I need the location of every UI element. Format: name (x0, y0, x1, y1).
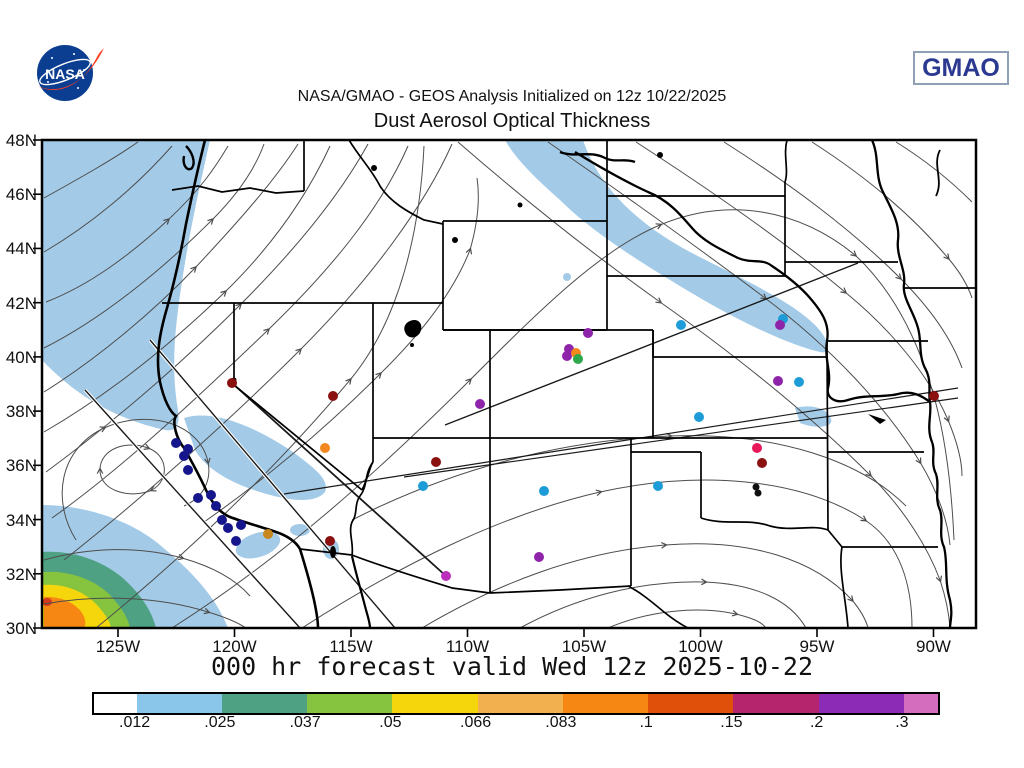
colorbar-segment (94, 694, 137, 713)
station-dot (171, 438, 181, 448)
station-dot (653, 481, 663, 491)
colorbar-label-.083: .083 (545, 714, 577, 731)
colorbar-segment (648, 694, 734, 713)
colorbar-segment (903, 694, 938, 713)
station-dot (183, 465, 193, 475)
station-dot (328, 391, 338, 401)
colorbar-segment (136, 694, 222, 713)
colorbar-label-.066: .066 (460, 714, 492, 731)
colorbar-label-.037: .037 (289, 714, 321, 731)
station-dot (583, 328, 593, 338)
lat-label-30N: 30N (5, 619, 37, 638)
colorbar-label-.2: .2 (809, 714, 824, 731)
station-dot (263, 529, 273, 539)
station-dot (231, 536, 241, 546)
page-title: Dust Aerosol Optical Thickness (373, 110, 651, 132)
lon-label-90W: 90W (916, 637, 951, 656)
station-dot (757, 458, 767, 468)
station-dot (211, 501, 221, 511)
station-dot (752, 483, 760, 491)
colorbar-segment (733, 694, 819, 713)
colorbar-segment (818, 694, 904, 713)
aot-colorbar (92, 692, 940, 715)
colorbar-segment (221, 694, 308, 713)
lat-label-42N: 42N (5, 293, 37, 313)
lat-label-34N: 34N (5, 510, 37, 530)
colorbar-segment (562, 694, 649, 713)
lat-label-48N: 48N (5, 131, 37, 150)
colorbar-label-.025: .025 (204, 714, 236, 731)
station-dot (320, 443, 330, 453)
station-dot (794, 377, 804, 387)
axis-ticks (33, 139, 935, 637)
station-dot (193, 493, 203, 503)
map-frame (40, 138, 978, 630)
lat-label-36N: 36N (5, 456, 37, 476)
station-dot (223, 523, 233, 533)
station-dot (773, 376, 783, 386)
station-dot (694, 412, 704, 422)
lon-label-120W: 120W (212, 637, 257, 656)
colorbar-label-.15: .15 (720, 714, 743, 731)
station-dot (179, 451, 189, 461)
coastline-borders (156, 140, 976, 628)
station-dot (217, 515, 227, 525)
transect-lines (83, 262, 959, 628)
station-dot (562, 351, 572, 361)
colorbar-label-.3: .3 (895, 714, 909, 731)
lon-label-95W: 95W (799, 637, 835, 656)
station-dot (775, 320, 785, 330)
lat-label-46N: 46N (5, 185, 37, 205)
station-dot (534, 552, 544, 562)
colorbar-label-.05: .05 (379, 714, 402, 731)
colorbar-segment (392, 694, 478, 713)
nasa-meatball-icon: NASA (37, 45, 104, 101)
station-dots (171, 314, 939, 581)
gmao-logo: GMAO (913, 51, 1009, 85)
lon-label-125W: 125W (95, 637, 141, 656)
station-dot (227, 378, 237, 388)
lakes (231, 152, 886, 558)
station-dot (236, 520, 246, 530)
lat-label-44N: 44N (5, 239, 37, 259)
station-dot (539, 486, 549, 496)
station-dot (431, 457, 441, 467)
svg-text:NASA: NASA (45, 66, 85, 82)
analysis-title: NASA/GMAO - GEOS Analysis Initialized on… (297, 88, 727, 105)
station-dot (325, 536, 335, 546)
lon-label-110W: 110W (445, 637, 490, 656)
colorbar-label-.1: .1 (639, 714, 653, 731)
colorbar-segment (307, 694, 393, 713)
colorbar-label-.012: .012 (119, 714, 151, 731)
lat-label-38N: 38N (5, 402, 37, 422)
station-dot (475, 399, 485, 409)
gmao-logo-text: GMAO (922, 53, 1000, 82)
station-dot (929, 391, 939, 401)
station-dot (754, 489, 762, 497)
lon-label-105W: 105W (561, 637, 607, 656)
station-dot (676, 320, 686, 330)
colorbar-segment (477, 694, 563, 713)
dust-plume (42, 505, 228, 628)
station-dot (752, 443, 762, 453)
lat-label-32N: 32N (5, 564, 37, 584)
forecast-valid-text: 000 hr forecast valid Wed 12z 2025-10-22 (210, 652, 814, 681)
rivers (559, 140, 953, 628)
station-dot (206, 490, 216, 500)
lon-label-100W: 100W (678, 637, 723, 656)
station-dot (573, 354, 583, 364)
station-dot (418, 481, 428, 491)
lon-label-115W: 115W (329, 637, 373, 656)
lat-label-40N: 40N (5, 347, 37, 367)
station-dot (441, 571, 451, 581)
